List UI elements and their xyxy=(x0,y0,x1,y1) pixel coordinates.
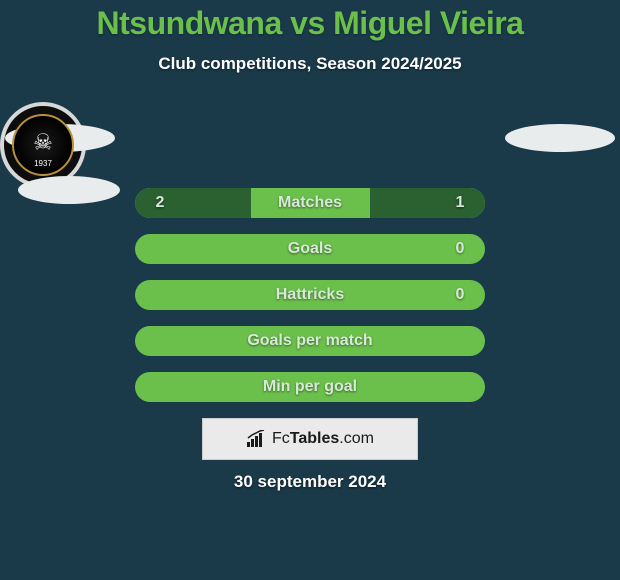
watermark-com: .com xyxy=(339,430,374,448)
stat-label: Goals xyxy=(185,240,435,258)
stat-row-mpg: Min per goal xyxy=(135,372,485,402)
stat-rows: 2 Matches 1 Goals 0 Hattricks 0 Goals pe… xyxy=(135,188,485,402)
stat-row-gpm: Goals per match xyxy=(135,326,485,356)
subtitle: Club competitions, Season 2024/2025 xyxy=(0,54,620,74)
stat-right-value: 0 xyxy=(435,286,485,304)
page-title: Ntsundwana vs Miguel Vieira xyxy=(0,5,620,42)
club-right-crest xyxy=(12,114,74,176)
stat-right-value: 1 xyxy=(435,194,485,212)
stat-label: Matches xyxy=(185,194,435,212)
stat-left-value: 2 xyxy=(135,194,185,212)
chart-icon xyxy=(246,430,268,448)
watermark: FcTables.com xyxy=(202,418,418,460)
watermark-tables: Tables xyxy=(290,430,340,448)
date: 30 september 2024 xyxy=(0,472,620,492)
stat-row-hattricks: Hattricks 0 xyxy=(135,280,485,310)
main-container: Ntsundwana vs Miguel Vieira Club competi… xyxy=(0,0,620,492)
watermark-fc: Fc xyxy=(272,430,290,448)
stat-label: Hattricks xyxy=(185,286,435,304)
stat-row-goals: Goals 0 xyxy=(135,234,485,264)
club-left-logo xyxy=(18,176,120,204)
stat-row-matches: 2 Matches 1 xyxy=(135,188,485,218)
player-right-avatar xyxy=(505,124,615,152)
stat-right-value: 0 xyxy=(435,240,485,258)
stat-label: Min per goal xyxy=(185,378,435,396)
stat-label: Goals per match xyxy=(185,332,435,350)
